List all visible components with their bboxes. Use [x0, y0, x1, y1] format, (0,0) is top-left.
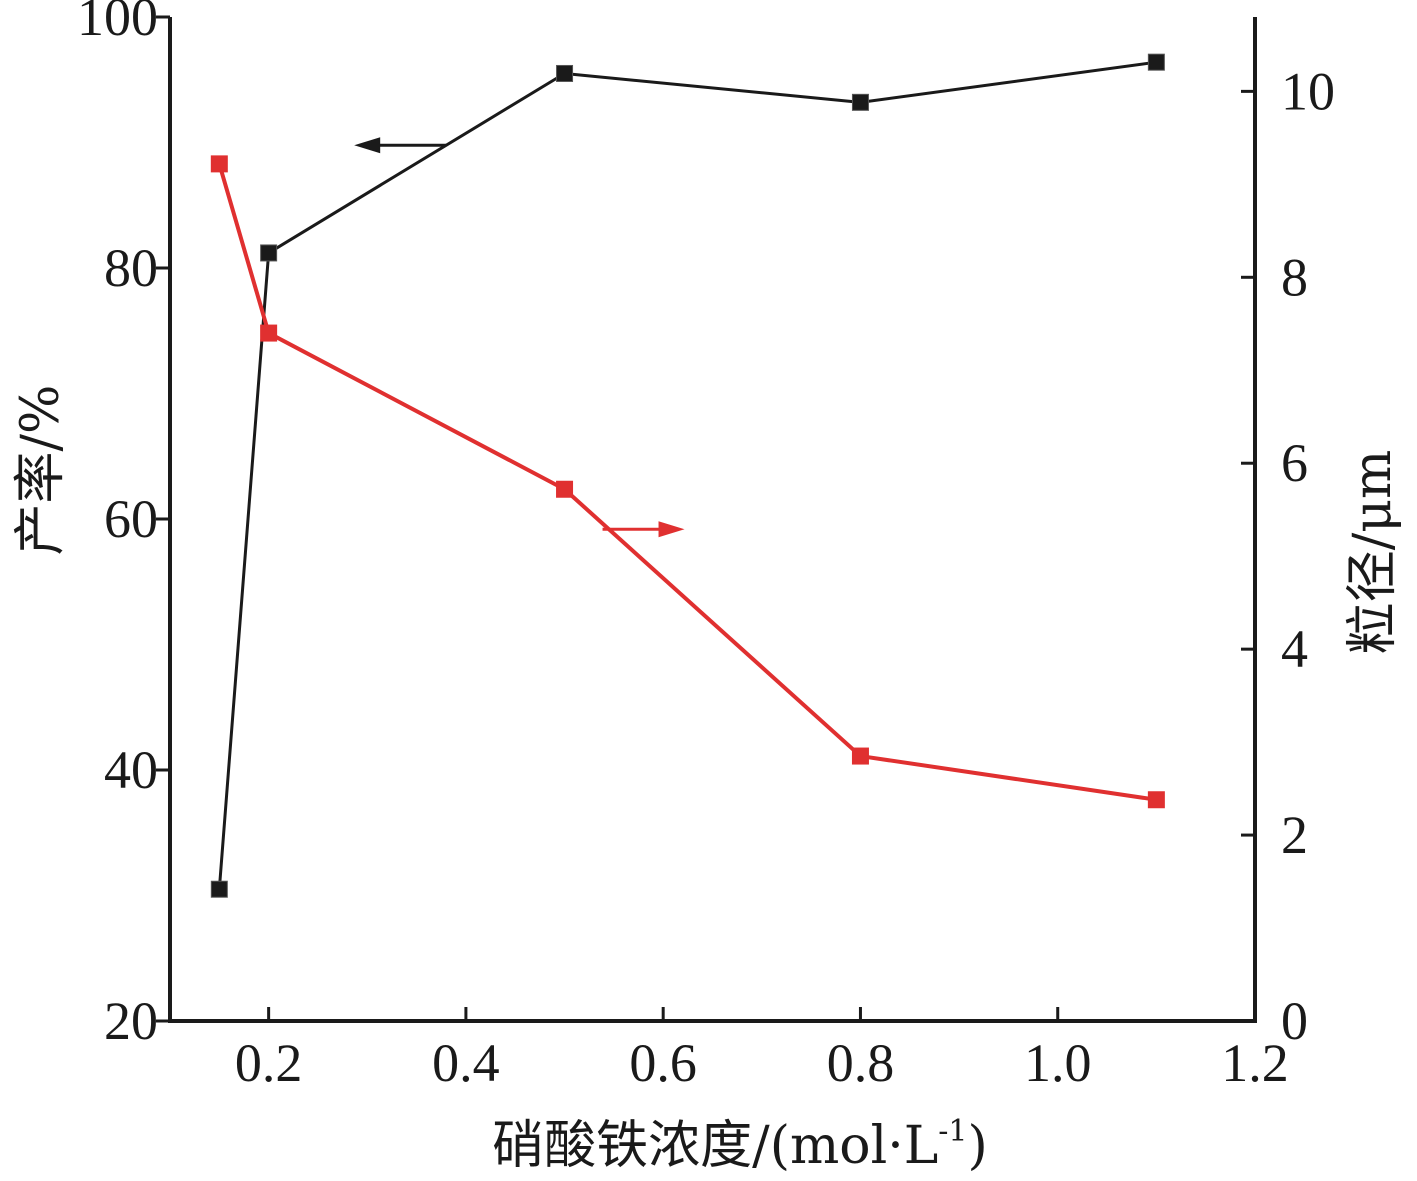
y-left-tick-label: 60	[104, 489, 158, 549]
series-2-arrow-head	[658, 521, 685, 538]
y-right-tick-label: 8	[1281, 247, 1308, 307]
series-1-point	[260, 244, 278, 262]
y-left-tick-label: 40	[104, 740, 158, 800]
series-2-point	[260, 324, 278, 342]
axes	[168, 17, 1257, 1023]
series-layer	[210, 53, 1165, 898]
ticks: 0.2 0.4 0.6 0.8 1.0 1.2 20 40 60 80 100 0 2 4 6 8 10	[77, 0, 1335, 1093]
y-right-tick-label: 2	[1281, 805, 1308, 865]
series-1-point	[851, 93, 869, 111]
x-tick-label: 1.2	[1221, 1033, 1289, 1093]
y-left-tick-label: 80	[104, 238, 158, 298]
x-tick-label: 0.6	[629, 1033, 697, 1093]
x-axis-title-main: 硝酸铁浓度/(mol·L	[492, 1116, 938, 1176]
arrows	[354, 137, 685, 538]
series-1-point	[1147, 53, 1165, 71]
series-1-point	[556, 64, 574, 82]
x-axis-title-close: )	[968, 1116, 988, 1176]
x-axis-title-superscript: -1	[938, 1114, 967, 1149]
x-axis-title: 硝酸铁浓度/(mol·L-1)	[492, 1114, 988, 1176]
y-left-tick-label: 20	[104, 991, 158, 1051]
x-tick-label: 0.8	[827, 1033, 895, 1093]
y-axis-right-title: 粒径/μm	[1343, 450, 1403, 655]
series-2-point	[556, 480, 574, 498]
series-1-point	[210, 880, 228, 898]
y-right-tick-label: 0	[1281, 991, 1308, 1051]
x-tick-label: 1.0	[1024, 1033, 1092, 1093]
y-axis-left-title: 产率/%	[11, 385, 71, 556]
series-1-line	[217, 60, 1157, 890]
series-2-point	[210, 155, 228, 173]
y-right-tick-label: 4	[1281, 619, 1308, 679]
y-right-tick-label: 6	[1281, 433, 1308, 493]
x-tick-label: 0.2	[235, 1033, 303, 1093]
y-right-tick-label: 10	[1281, 61, 1335, 121]
series-1-arrow-head	[354, 137, 381, 154]
y-left-tick-label: 100	[77, 0, 158, 47]
series-2-point	[1147, 791, 1165, 809]
series-2-line	[217, 163, 1157, 802]
x-tick-label: 0.4	[432, 1033, 500, 1093]
series-2-point	[851, 747, 869, 765]
